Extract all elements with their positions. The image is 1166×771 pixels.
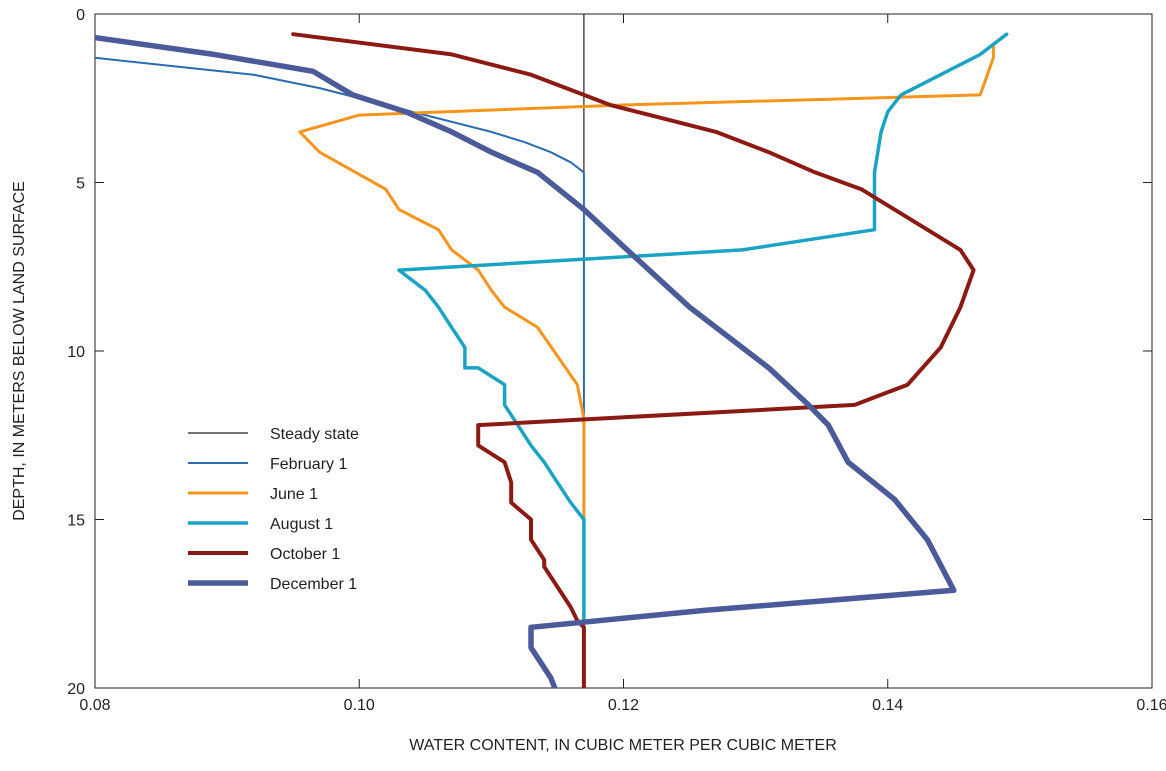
legend-label: October 1	[270, 546, 340, 563]
series-line-5	[291, 32, 976, 688]
y-tick-label: 5	[76, 176, 85, 193]
y-tick-label: 15	[67, 513, 85, 530]
legend-label: June 1	[270, 486, 318, 503]
legend-label: August 1	[270, 516, 333, 533]
x-axis-ticks: 0.08 0.10 0.12 0.14 0.16	[79, 14, 1166, 714]
x-axis-title: WATER CONTENT, IN CUBIC METER PER CUBIC …	[409, 737, 837, 754]
series-line-2	[95, 56, 585, 688]
x-tick-label: 0.10	[344, 697, 375, 714]
legend-label: December 1	[270, 576, 357, 593]
series-line-4	[397, 32, 1009, 623]
x-tick-label: 0.14	[872, 697, 903, 714]
legend-label: Steady state	[270, 426, 359, 443]
y-tick-label: 0	[76, 7, 85, 24]
series-layer	[95, 14, 1009, 688]
legend-label: February 1	[270, 456, 347, 473]
y-axis-ticks: 0 5 10 15 20	[67, 7, 1152, 698]
x-tick-label: 0.12	[608, 697, 639, 714]
y-tick-label: 20	[67, 681, 85, 698]
x-tick-label: 0.16	[1136, 697, 1166, 714]
series-line-6	[95, 34, 957, 688]
plot-frame	[94, 13, 1153, 689]
legend: Steady state February 1 June 1 August 1 Octo…	[188, 426, 359, 593]
y-axis-title: DEPTH, IN METERS BELOW LAND SURFACE	[11, 181, 28, 521]
x-tick-label: 0.08	[79, 697, 110, 714]
series-line-3	[298, 32, 1009, 521]
y-tick-label: 10	[67, 344, 85, 361]
